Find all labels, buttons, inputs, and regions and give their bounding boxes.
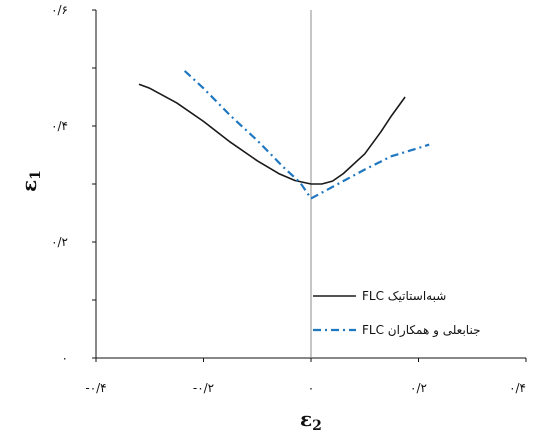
y-tick-label: ۰/۲	[51, 235, 68, 249]
y-axis-label-sub: 1	[28, 170, 44, 180]
axis-labels-group: ε2 ε1	[17, 170, 322, 434]
legend-label-2: FLC جنابعلی و همکاران	[362, 323, 481, 338]
x-axis-label: ε2	[300, 407, 322, 434]
legend-label-1: FLC شبه‌استاتیک	[362, 289, 446, 303]
y-tick-label: ۰/۶	[51, 3, 68, 17]
x-tick-label: -۰/۲	[193, 381, 214, 395]
y-axis-label-main: ε	[17, 180, 41, 192]
y-tick-label: ۰	[62, 351, 68, 365]
series-group	[138, 70, 430, 200]
y-axis-label: ε1	[17, 170, 44, 192]
axes-group	[92, 9, 527, 362]
y-tick-label: ۰/۴	[51, 119, 68, 133]
x-axis-label-sub: 2	[312, 418, 322, 434]
x-axis-label-main: ε	[300, 407, 312, 431]
legend: FLC شبه‌استاتیک FLC جنابعلی و همکاران	[313, 289, 481, 338]
x-tick-label: ۰	[308, 381, 314, 395]
tick-labels-group: ۰ ۰/۲ ۰/۴ ۰/۶ -۰/۴ -۰/۲ ۰ ۰/۲ ۰/۴	[51, 3, 526, 395]
x-tick-label: ۰/۲	[410, 381, 427, 395]
series-line-1	[138, 83, 406, 185]
x-tick-label: ۰/۴	[509, 381, 526, 395]
series-line-2	[183, 70, 430, 200]
x-tick-label: -۰/۴	[85, 381, 106, 395]
